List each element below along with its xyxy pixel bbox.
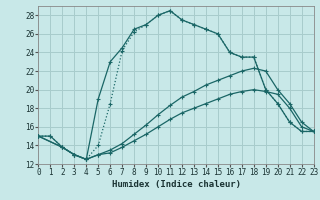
- X-axis label: Humidex (Indice chaleur): Humidex (Indice chaleur): [111, 180, 241, 189]
